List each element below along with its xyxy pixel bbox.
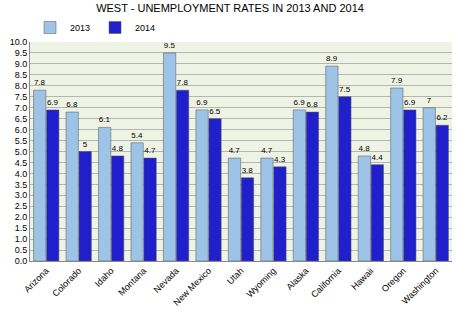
svg-text:9.0: 9.0	[15, 59, 28, 69]
svg-text:4.0: 4.0	[15, 169, 28, 179]
svg-text:7.9: 7.9	[391, 76, 403, 85]
svg-text:5: 5	[83, 140, 88, 149]
svg-text:4.4: 4.4	[372, 153, 384, 162]
svg-text:4.7: 4.7	[144, 146, 156, 155]
svg-text:0.5: 0.5	[15, 245, 28, 255]
svg-text:6.9: 6.9	[404, 98, 416, 107]
svg-text:2013: 2013	[70, 23, 90, 33]
svg-text:4.8: 4.8	[359, 144, 371, 153]
svg-text:Hawaii: Hawaii	[349, 266, 375, 292]
svg-text:6.5: 6.5	[209, 107, 221, 116]
svg-text:Wyoming: Wyoming	[245, 266, 279, 300]
svg-text:New Mexico: New Mexico	[171, 266, 213, 308]
svg-text:8.0: 8.0	[15, 81, 28, 91]
svg-text:4.8: 4.8	[112, 144, 124, 153]
svg-text:7.8: 7.8	[177, 78, 189, 87]
svg-text:Oregon: Oregon	[380, 266, 408, 294]
svg-text:4.3: 4.3	[274, 155, 286, 164]
svg-text:9.5: 9.5	[164, 41, 176, 50]
svg-text:6.9: 6.9	[196, 98, 208, 107]
svg-text:8.5: 8.5	[15, 70, 28, 80]
svg-text:6.9: 6.9	[294, 98, 306, 107]
svg-text:7.5: 7.5	[15, 92, 28, 102]
svg-text:Alaska: Alaska	[284, 266, 310, 292]
svg-text:Nevada: Nevada	[152, 266, 181, 295]
svg-text:1.5: 1.5	[15, 223, 28, 233]
svg-text:7.8: 7.8	[34, 78, 46, 87]
svg-text:8.9: 8.9	[326, 54, 338, 63]
svg-text:6.9: 6.9	[47, 98, 59, 107]
svg-text:2.0: 2.0	[15, 212, 28, 222]
svg-text:7.0: 7.0	[15, 103, 28, 113]
svg-text:Idaho: Idaho	[93, 266, 116, 289]
svg-text:2.5: 2.5	[15, 201, 28, 211]
svg-text:3.5: 3.5	[15, 180, 28, 190]
svg-text:5.0: 5.0	[15, 147, 28, 157]
svg-text:5.4: 5.4	[131, 131, 143, 140]
svg-text:Washington: Washington	[400, 266, 440, 306]
svg-text:6.1: 6.1	[99, 115, 111, 124]
svg-text:4.7: 4.7	[261, 146, 273, 155]
svg-text:Arizona: Arizona	[22, 266, 51, 295]
svg-text:Utah: Utah	[225, 266, 246, 287]
svg-text:6.0: 6.0	[15, 125, 28, 135]
svg-text:6.2: 6.2	[436, 113, 448, 122]
svg-text:WEST - UNEMPLOYMENT RATES IN 2: WEST - UNEMPLOYMENT RATES IN 2013 AND 20…	[96, 2, 364, 14]
svg-text:Montana: Montana	[116, 266, 148, 298]
svg-text:9.5: 9.5	[15, 48, 28, 58]
svg-text:3.8: 3.8	[242, 166, 254, 175]
svg-text:2014: 2014	[135, 23, 155, 33]
svg-text:California: California	[309, 266, 343, 300]
svg-text:7.5: 7.5	[339, 85, 351, 94]
svg-text:3.0: 3.0	[15, 190, 28, 200]
svg-text:4.5: 4.5	[15, 158, 28, 168]
svg-text:5.5: 5.5	[15, 136, 28, 146]
svg-text:4.7: 4.7	[229, 146, 241, 155]
svg-text:1.0: 1.0	[15, 234, 28, 244]
svg-text:6.8: 6.8	[307, 100, 319, 109]
svg-text:7: 7	[427, 96, 432, 105]
svg-text:10.0: 10.0	[10, 37, 28, 47]
svg-text:Colorado: Colorado	[50, 266, 83, 299]
svg-text:6.8: 6.8	[66, 100, 78, 109]
svg-text:6.5: 6.5	[15, 114, 28, 124]
svg-text:0.0: 0.0	[15, 256, 28, 266]
